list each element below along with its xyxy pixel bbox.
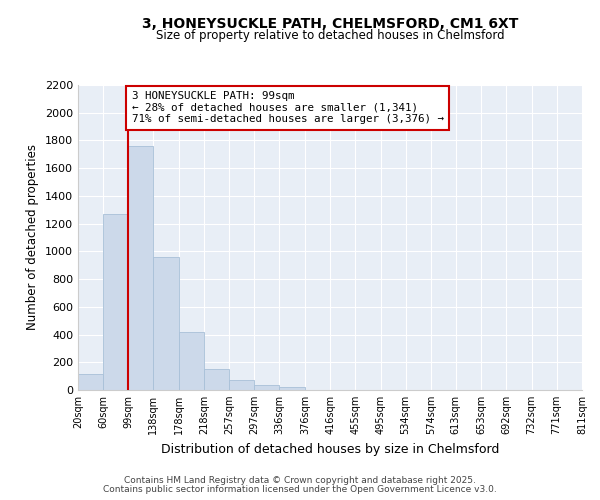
Text: 3, HONEYSUCKLE PATH, CHELMSFORD, CM1 6XT: 3, HONEYSUCKLE PATH, CHELMSFORD, CM1 6XT [142, 18, 518, 32]
Bar [128, 146, 153, 390]
Text: Size of property relative to detached houses in Chelmsford: Size of property relative to detached ho… [155, 29, 505, 42]
Y-axis label: Number of detached properties: Number of detached properties [26, 144, 40, 330]
Text: Contains public sector information licensed under the Open Government Licence v3: Contains public sector information licen… [103, 484, 497, 494]
Bar [103, 214, 128, 390]
Bar [78, 374, 103, 390]
Bar [153, 257, 179, 390]
Bar [280, 387, 305, 390]
X-axis label: Distribution of detached houses by size in Chelmsford: Distribution of detached houses by size … [161, 442, 499, 456]
Bar [229, 380, 254, 390]
Text: 3 HONEYSUCKLE PATH: 99sqm
← 28% of detached houses are smaller (1,341)
71% of se: 3 HONEYSUCKLE PATH: 99sqm ← 28% of detac… [131, 91, 443, 124]
Bar [204, 368, 229, 390]
Bar [179, 332, 204, 390]
Text: Contains HM Land Registry data © Crown copyright and database right 2025.: Contains HM Land Registry data © Crown c… [124, 476, 476, 485]
Bar [254, 385, 280, 390]
